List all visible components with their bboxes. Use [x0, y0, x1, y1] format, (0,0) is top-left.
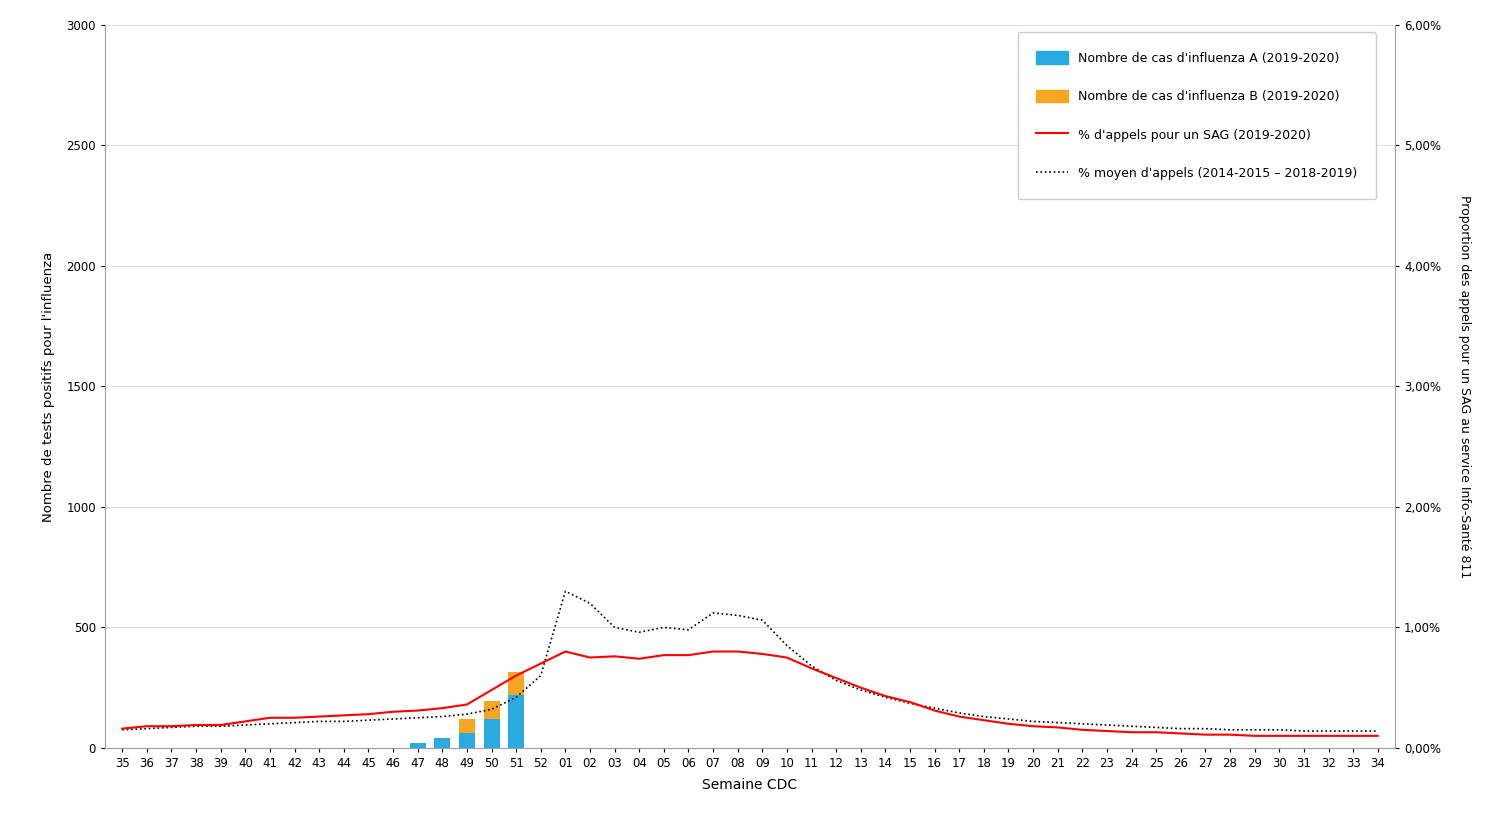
- X-axis label: Semaine CDC: Semaine CDC: [702, 779, 798, 792]
- Y-axis label: Proportion des appels pour un SAG au service Info-Santé 811: Proportion des appels pour un SAG au ser…: [1458, 194, 1472, 578]
- Legend: Nombre de cas d'influenza A (2019-2020), Nombre de cas d'influenza B (2019-2020): Nombre de cas d'influenza A (2019-2020),…: [1017, 32, 1376, 199]
- Bar: [509, 695, 524, 748]
- Bar: [509, 672, 524, 695]
- Bar: [435, 738, 450, 748]
- Bar: [459, 719, 476, 734]
- Bar: [483, 701, 500, 719]
- Bar: [410, 743, 426, 748]
- Bar: [483, 719, 500, 748]
- Bar: [459, 734, 476, 748]
- Y-axis label: Nombre de tests positifs pour l'influenza: Nombre de tests positifs pour l'influenz…: [42, 251, 56, 522]
